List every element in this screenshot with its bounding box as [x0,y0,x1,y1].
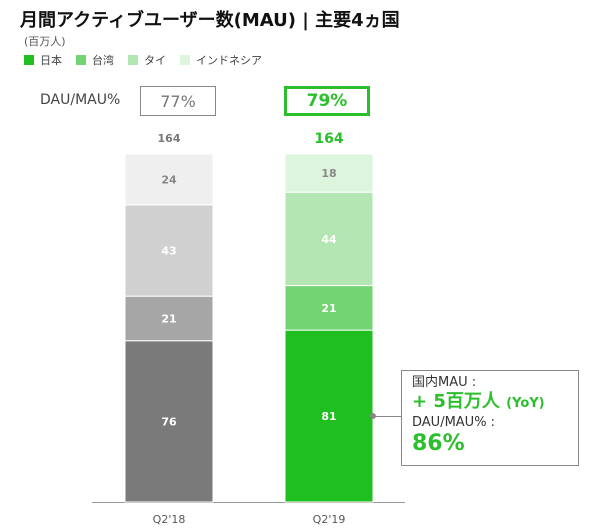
chart-title: 月間アクティブユーザー数(MAU) | 主要4ヵ国 [20,10,400,31]
data-label-japan-q2-18: 76 [161,415,177,428]
data-label-taiwan-q2-18: 21 [161,312,176,325]
legend-label-thailand: タイ [144,54,166,67]
legend-label-indonesia: インドネシア [196,54,262,67]
dau-mau-q2-19: 79% [284,86,370,116]
legend-swatch-thailand [128,55,138,65]
callout-connector-dot [370,413,376,420]
bar-segment-taiwan-q2-19 [284,285,374,331]
data-label-indonesia-q2-19: 18 [321,167,336,180]
callout-growth-value: + 5百万人 [412,391,500,412]
dau-mau-q2-18: 77% [140,86,216,116]
data-label-thailand-q2-18: 43 [161,245,176,258]
legend-swatch-taiwan [76,55,86,65]
bar-segment-thailand-q2-19 [284,191,374,287]
bar-segment-japan-q2-19 [284,329,374,503]
legend-label-japan: 日本 [40,54,62,67]
bar-segment-indonesia-q2-19 [284,153,374,193]
callout-dau-mau-value: 86% [412,431,465,456]
bar-segment-taiwan-q2-18 [124,295,214,342]
bar-segment-indonesia-q2-18 [124,153,214,206]
legend-item-taiwan: 台湾 [76,52,114,68]
data-label-thailand-q2-19: 44 [321,233,337,246]
legend-item-indonesia: インドネシア [180,52,262,68]
bar-segment-japan-q2-18 [124,340,214,503]
data-label-taiwan-q2-19: 21 [321,302,336,315]
legend-swatch-indonesia [180,55,190,65]
callout-yoy-label: (YoY) [506,396,545,411]
callout-domestic-mau-label: 国内MAU : [412,375,477,390]
unit-label: (百万人) [24,35,66,48]
legend-swatch-japan [24,55,34,65]
x-tick-label-q2-19: Q2'19 [313,513,346,526]
callout-dau-mau-label: DAU/MAU% : [412,415,496,430]
data-label-japan-q2-19: 81 [321,410,336,423]
callout-growth-row: + 5百万人 (YoY) [412,391,568,415]
total-label-q2-18: 164 [158,132,181,145]
bar-segment-thailand-q2-18 [124,204,214,297]
dau-mau-label: DAU/MAU% [40,92,121,108]
legend-item-japan: 日本 [24,52,62,68]
total-label-q2-19: 164 [314,131,343,147]
x-tick-label-q2-18: Q2'18 [153,513,186,526]
domestic-mau-callout: 国内MAU : + 5百万人 (YoY) DAU/MAU% : 86% [401,370,579,466]
legend-item-thailand: タイ [128,52,166,68]
data-label-indonesia-q2-18: 24 [161,173,177,186]
legend: 日本 台湾 タイ インドネシア [24,52,262,68]
legend-label-taiwan: 台湾 [92,54,114,67]
